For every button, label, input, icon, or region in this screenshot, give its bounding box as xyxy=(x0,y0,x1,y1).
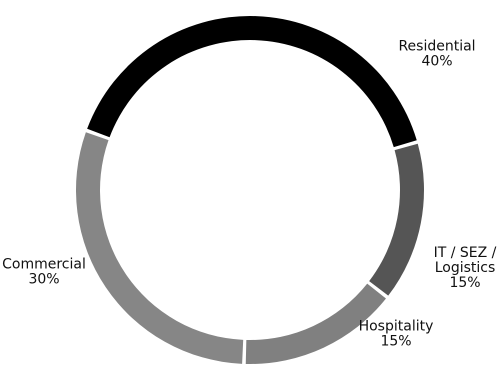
data-label-line: Residential xyxy=(398,39,475,55)
data-label-line: Logistics xyxy=(435,260,496,276)
slice-hospitality xyxy=(245,283,386,365)
data-label-line: Commercial xyxy=(2,257,86,273)
data-label-line: 15% xyxy=(380,334,411,350)
data-label-line: IT / SEZ / xyxy=(434,245,497,261)
data-label-commercial: Commercial 30% xyxy=(2,257,86,288)
data-label-it-sez-logistics: IT / SEZ / Logistics 15% xyxy=(434,245,497,291)
data-label-line: 40% xyxy=(421,54,452,70)
data-label-hospitality: Hospitality 15% xyxy=(359,319,434,350)
labels-group: Residential 40%IT / SEZ / Logistics 15%Hosp… xyxy=(2,39,497,350)
data-label-residential: Residential 40% xyxy=(398,39,475,70)
slice-residential xyxy=(87,16,417,148)
data-label-line: Hospitality xyxy=(359,319,434,335)
slices-group xyxy=(75,16,424,365)
slice-commercial xyxy=(75,132,244,364)
data-label-line: 15% xyxy=(449,275,480,291)
slice-it-sez-logistics xyxy=(369,143,424,296)
data-label-line: 30% xyxy=(28,272,59,288)
